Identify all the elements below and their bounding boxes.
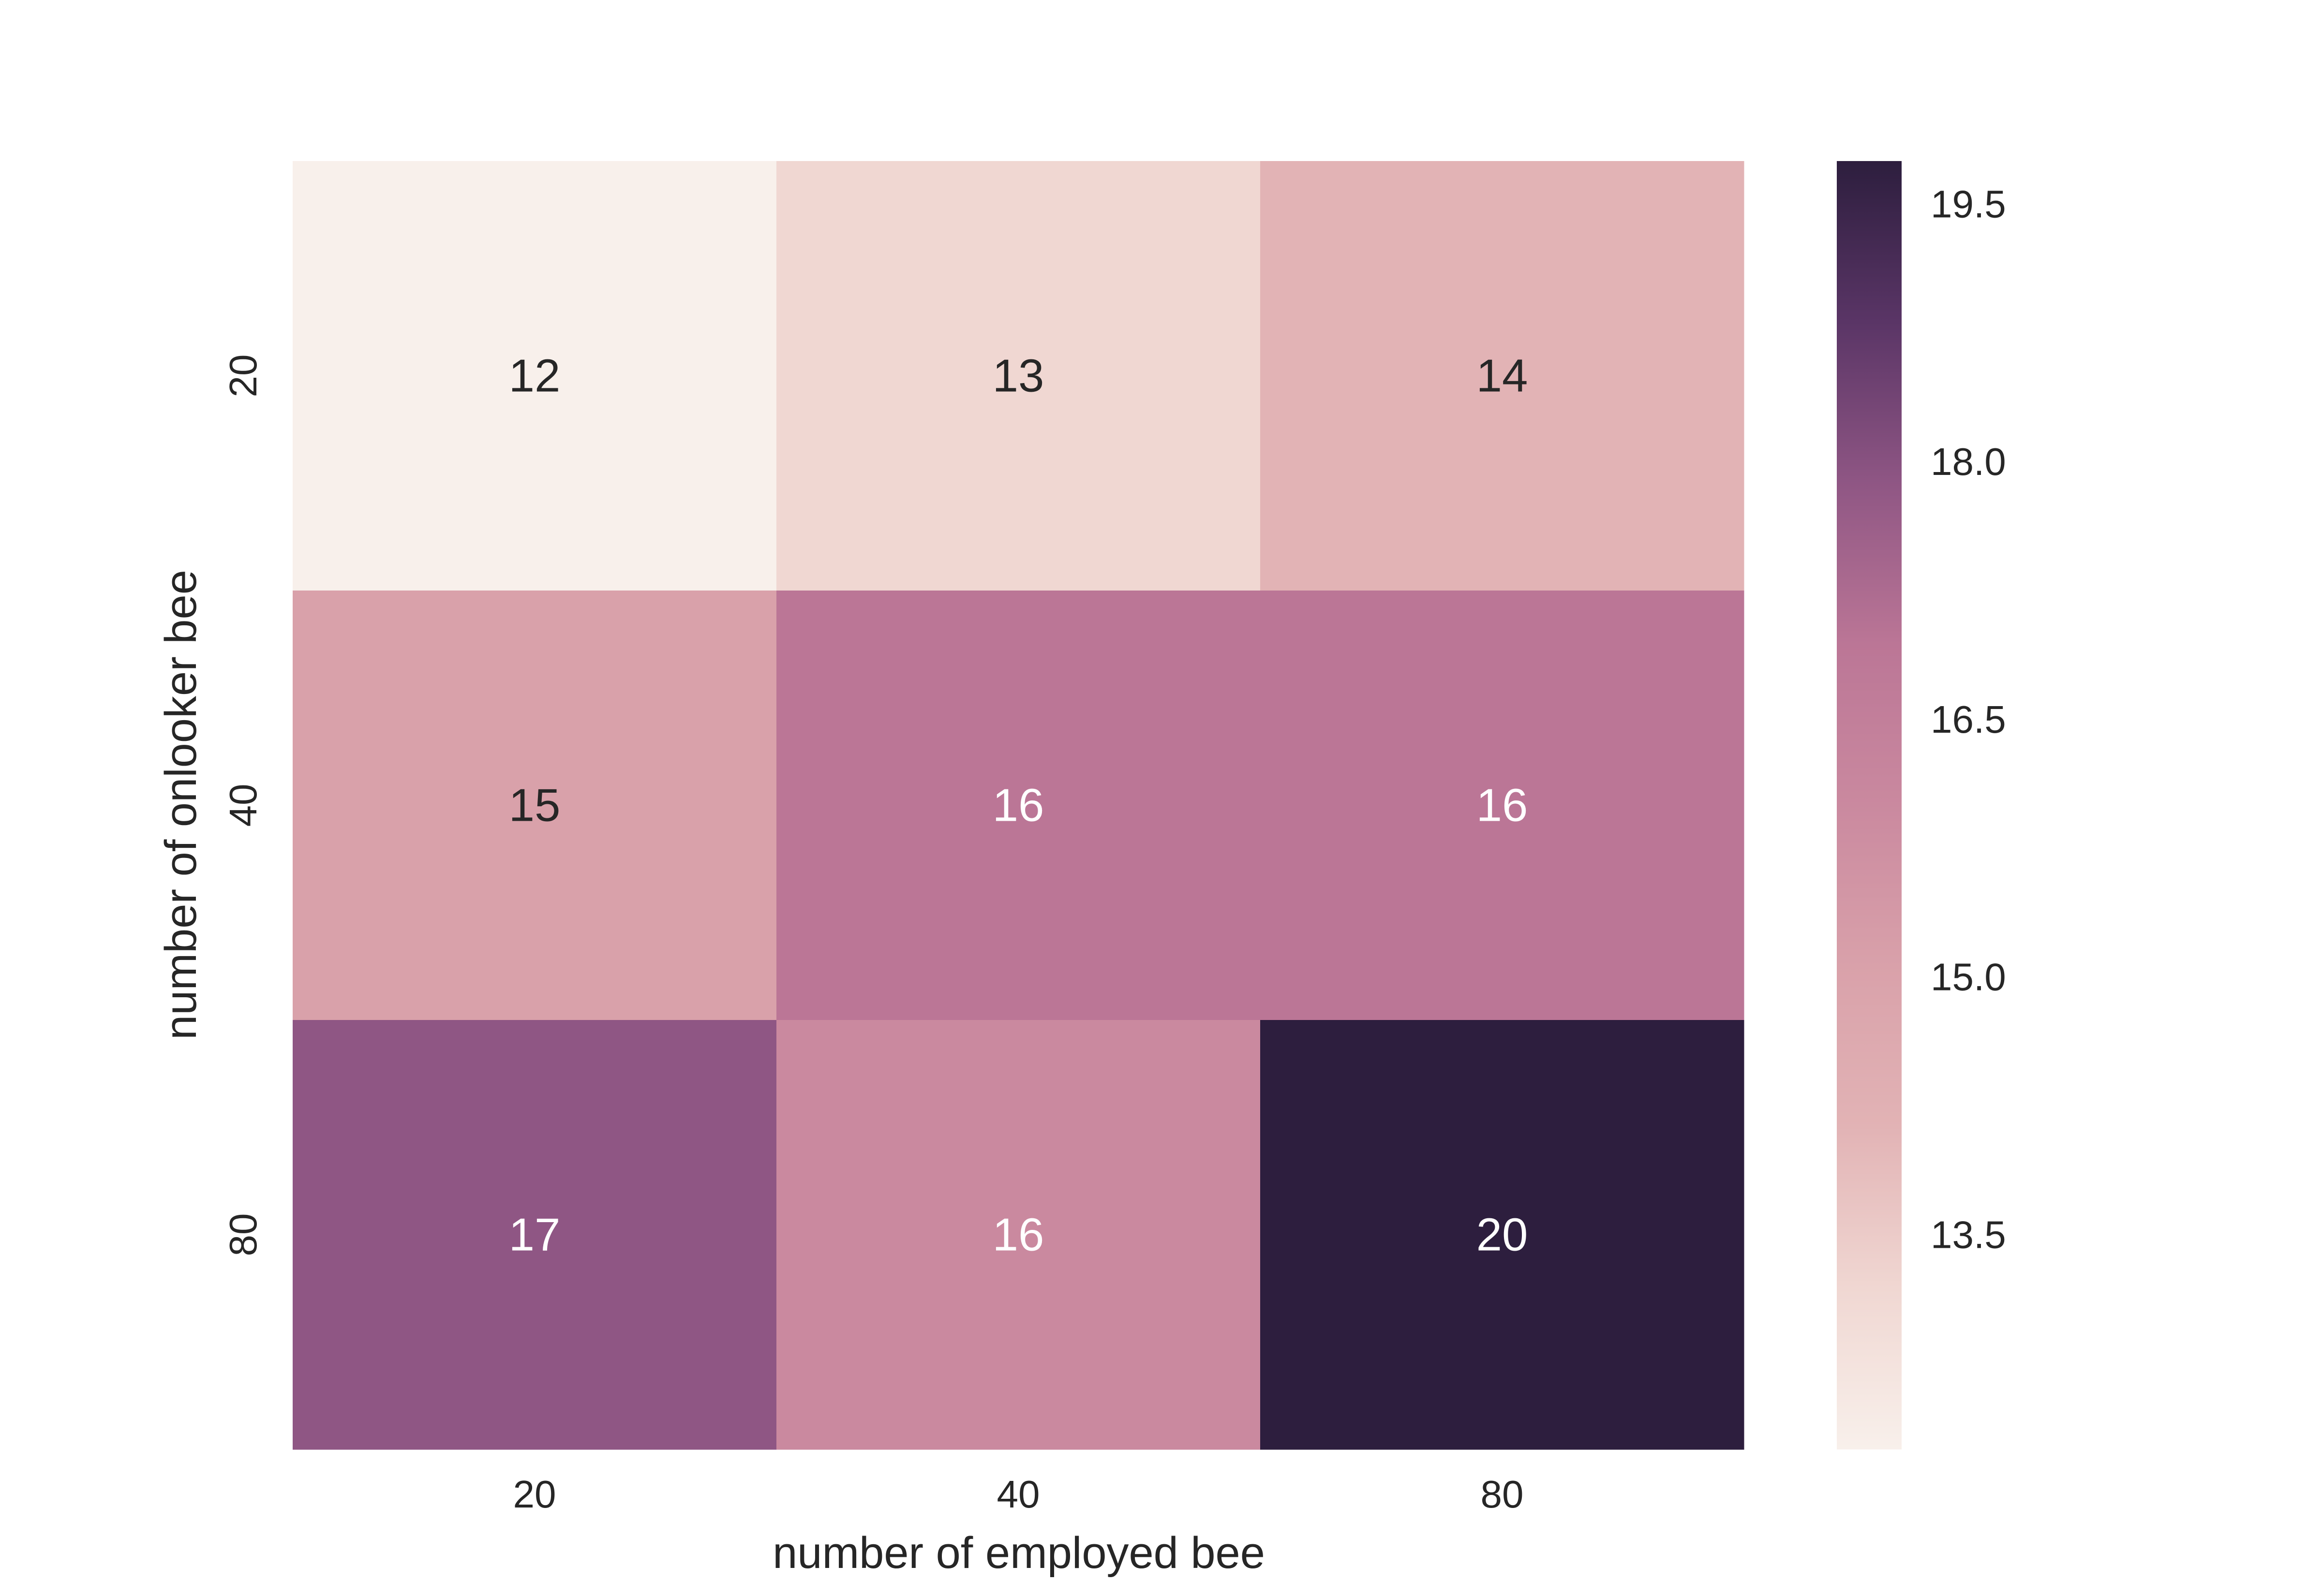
x-tick-label: 20 (513, 1473, 556, 1516)
colorbar-tick-label: 15.0 (1931, 956, 2006, 999)
colorbar (1837, 161, 1902, 1449)
colorbar-tick-label: 18.0 (1931, 440, 2006, 483)
heatmap-cell (1260, 1020, 1744, 1450)
cell-value-label: 16 (993, 1209, 1044, 1261)
heatmap-cell (1260, 161, 1744, 591)
heatmap-cells (293, 161, 1744, 1450)
cell-value-label: 16 (1476, 780, 1528, 831)
x-tick-label: 80 (1481, 1473, 1524, 1516)
heatmap-cell (293, 161, 777, 591)
heatmap-cell (1260, 591, 1744, 1020)
heatmap-cell (293, 591, 777, 1020)
y-axis-label: number of onlooker bee (156, 570, 206, 1040)
heatmap-cell (776, 591, 1261, 1020)
cell-value-label: 14 (1476, 350, 1528, 402)
y-tick-label: 40 (222, 784, 265, 827)
x-tick-label: 40 (997, 1473, 1040, 1516)
y-tick-label: 80 (222, 1213, 265, 1256)
y-axis-ticks: 20 40 80 (222, 355, 265, 1256)
colorbar-tick-label: 16.5 (1931, 698, 2006, 741)
y-tick-label: 20 (222, 355, 265, 398)
cell-value-label: 16 (993, 780, 1044, 831)
x-axis-label: number of employed bee (773, 1528, 1265, 1578)
cell-value-label: 12 (509, 350, 561, 402)
colorbar-ticks: 13.5 15.0 16.5 18.0 19.5 (1931, 182, 2006, 1256)
heatmap-cell (776, 1020, 1261, 1450)
cell-annotations: 12 13 14 15 16 16 17 16 20 (509, 350, 1528, 1261)
cell-value-label: 15 (509, 780, 561, 831)
colorbar-tick-label: 19.5 (1931, 182, 2006, 225)
cell-value-label: 20 (1476, 1209, 1528, 1261)
x-axis-ticks: 20 40 80 (513, 1473, 1524, 1516)
cell-value-label: 13 (993, 350, 1044, 402)
heatmap-cell (293, 1020, 777, 1450)
heatmap-cell (776, 161, 1261, 591)
colorbar-tick-label: 13.5 (1931, 1213, 2006, 1256)
cell-value-label: 17 (509, 1209, 561, 1261)
